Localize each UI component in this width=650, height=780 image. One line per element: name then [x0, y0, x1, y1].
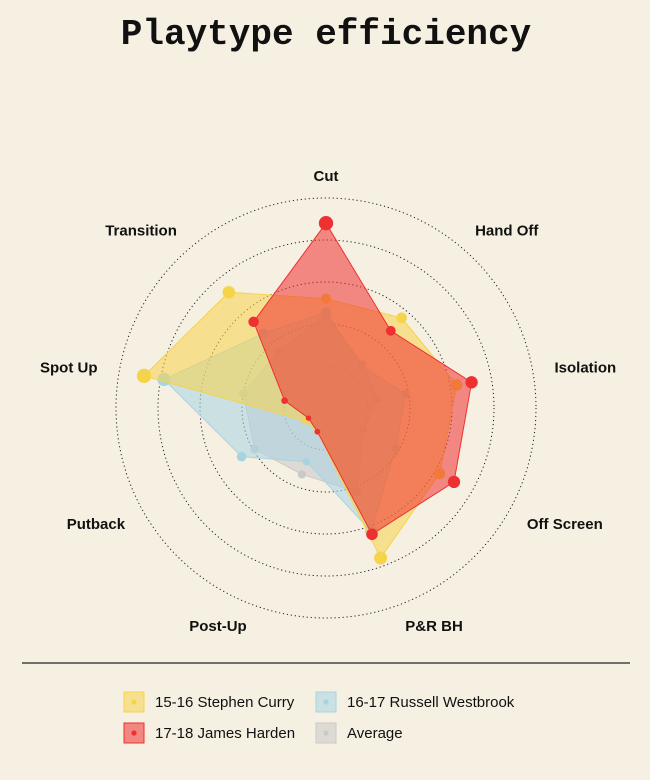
data-point	[374, 551, 388, 565]
grid-ring-5	[115, 197, 537, 619]
series-polygons	[136, 216, 478, 565]
axis-label-hand-off: Hand Off	[475, 222, 539, 239]
axis-label-off-screen: Off Screen	[527, 516, 603, 533]
axis-label-post-up: Post-Up	[189, 618, 247, 635]
axis-labels: Cut Hand Off Isolation Off Screen P&R BH Post…	[40, 168, 616, 635]
chart-title: Playtype efficiency	[121, 14, 531, 55]
legend: 15-16 Stephen Curry 16-17 Russell Westbro…	[123, 691, 515, 744]
data-point	[385, 325, 396, 336]
legend-item-17-18-james-harden: 17-18 James Harden	[123, 722, 295, 744]
series-area	[253, 222, 473, 536]
data-point	[396, 312, 407, 324]
data-point	[465, 376, 478, 389]
data-point	[297, 470, 306, 479]
legend-marker	[131, 699, 137, 705]
data-point	[305, 415, 312, 421]
legend-label: 16-17 Russell Westbrook	[347, 694, 515, 711]
data-point	[281, 397, 288, 405]
axis-label-p-r-bh: P&R BH	[405, 618, 463, 635]
series-17-18-james-harden	[248, 216, 478, 541]
data-point	[301, 417, 308, 424]
legend-marker	[131, 730, 137, 736]
data-point	[318, 216, 334, 231]
data-point	[236, 451, 247, 462]
data-point	[136, 368, 152, 384]
axis-label-putback: Putback	[67, 516, 126, 533]
legend-item-average: Average	[315, 722, 403, 744]
grid-ring-4	[157, 239, 495, 577]
data-point	[366, 528, 378, 541]
data-point	[314, 428, 321, 435]
legend-item-15-16-stephen-curry: 15-16 Stephen Curry	[123, 691, 295, 713]
axis-label-isolation: Isolation	[555, 360, 617, 377]
legend-label: 15-16 Stephen Curry	[155, 694, 295, 711]
legend-marker	[323, 699, 329, 705]
data-point	[447, 475, 461, 489]
axis-label-spot-up: Spot Up	[40, 360, 98, 377]
data-point	[222, 285, 236, 299]
legend-label: 17-18 James Harden	[155, 725, 295, 742]
axis-label-cut: Cut	[314, 168, 339, 185]
legend-marker	[323, 730, 329, 736]
data-point	[248, 316, 259, 328]
legend-label: Average	[347, 725, 403, 742]
axis-label-transition: Transition	[105, 222, 177, 239]
legend-item-16-17-russell-westbrook: 16-17 Russell Westbrook	[315, 691, 515, 713]
data-point	[302, 457, 311, 466]
